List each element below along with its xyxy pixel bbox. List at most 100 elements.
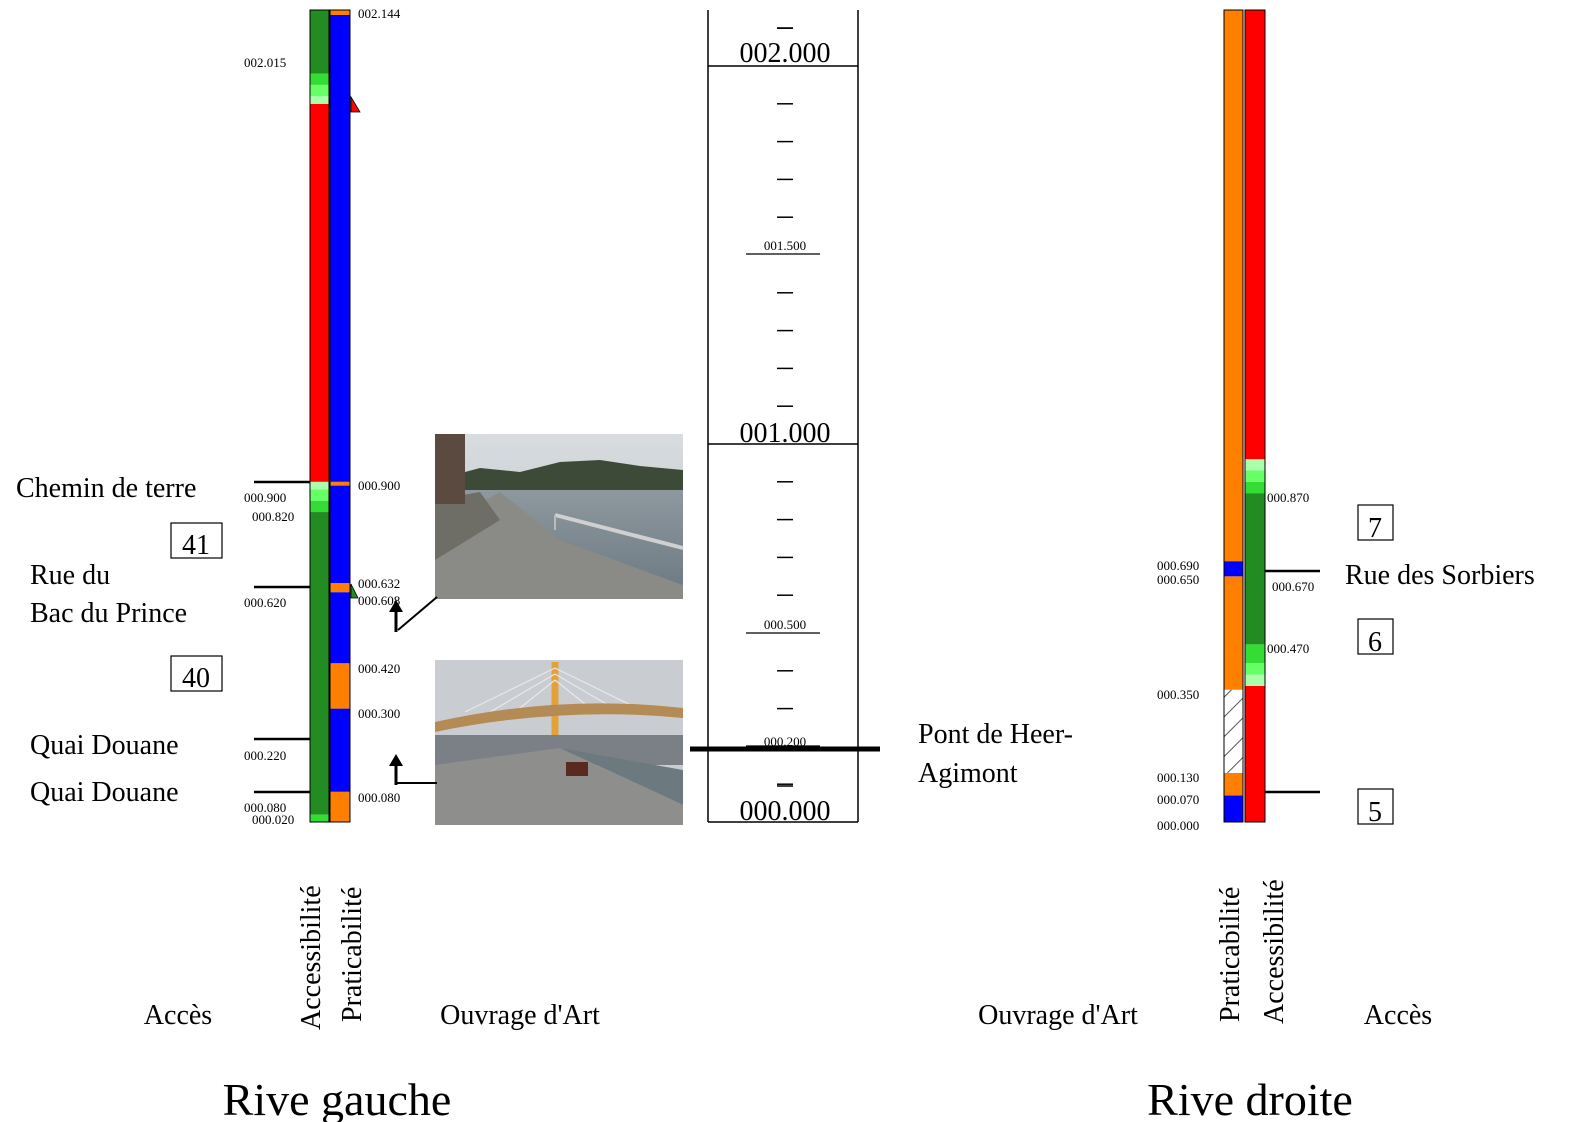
bar-segment <box>1224 689 1243 773</box>
warning-triangle-icon <box>350 95 361 113</box>
bar-segment <box>1245 470 1265 482</box>
km-label: 000.020 <box>252 812 294 827</box>
km-label: 002.144 <box>358 6 401 21</box>
section-box: 6 <box>1357 618 1394 658</box>
km-label: 000.220 <box>244 748 286 763</box>
bar-segment <box>1224 576 1243 690</box>
bank-title-left: Rive gauche <box>223 1074 452 1122</box>
km-label: 000.870 <box>1267 490 1309 505</box>
bar-segment <box>1224 795 1243 822</box>
bar-segment <box>1224 561 1243 577</box>
access-label: Chemin de terre <box>16 473 196 504</box>
km-label: 000.420 <box>358 661 400 676</box>
bar-segment <box>1245 685 1265 822</box>
column-header-accessibility: Accessibilité <box>296 885 327 1030</box>
bar-segment <box>330 14 350 482</box>
bar-segment <box>1245 10 1265 460</box>
scale-major-label: 001.000 <box>740 418 831 449</box>
bar-segment <box>1224 772 1243 796</box>
right-practicability-bar <box>1224 10 1243 822</box>
section-box-number: 40 <box>182 663 210 694</box>
bar-segment <box>330 708 350 792</box>
bank-title-right: Rive droite <box>1147 1074 1353 1122</box>
column-header-structures: Ouvrage d'Art <box>978 1000 1138 1031</box>
km-label: 000.350 <box>1157 687 1199 702</box>
section-box-number: 7 <box>1368 513 1382 544</box>
column-header-access: Accès <box>1364 1000 1432 1031</box>
bar-segment <box>1245 493 1265 645</box>
arrow-up-icon <box>389 754 403 785</box>
section-box: 40 <box>170 655 223 694</box>
bar-segment <box>1245 459 1265 471</box>
km-label: 000.608 <box>358 593 400 608</box>
bar-segment <box>330 663 350 709</box>
bar-segment <box>1245 663 1265 675</box>
bar-segment <box>1224 10 1243 562</box>
bar-segment <box>1245 644 1265 664</box>
left-practicability-bar <box>330 10 350 822</box>
arrow-up-icon <box>389 600 403 632</box>
slipway-photo <box>435 434 684 599</box>
bar-segment <box>310 481 329 490</box>
bar-segment <box>330 10 350 15</box>
section-box: 41 <box>170 522 223 561</box>
access-label: Rue du <box>30 560 110 591</box>
access-label: Quai Douane <box>30 777 179 808</box>
bar-segment <box>1245 674 1265 686</box>
km-label: 000.632 <box>358 576 400 591</box>
km-scale: 002.000 001.000 000.000 001.500 000.500 … <box>707 10 859 827</box>
bridge-label-line2: Agimont <box>918 758 1018 789</box>
scale-major-label: 002.000 <box>740 38 831 69</box>
bar-segment <box>330 485 350 584</box>
bar-segment <box>310 96 329 104</box>
bar-segment <box>310 500 329 513</box>
column-header-practicability: Praticabilité <box>1215 887 1246 1022</box>
bar-segment <box>310 489 329 501</box>
km-label: 000.620 <box>244 595 286 610</box>
km-label: 000.130 <box>1157 770 1199 785</box>
km-label: 000.900 <box>244 490 286 505</box>
column-header-practicability: Praticabilité <box>337 887 368 1022</box>
km-label: 000.080 <box>244 800 286 815</box>
scale-minor-label: 001.500 <box>764 238 806 253</box>
column-header-accessibility: Accessibilité <box>1259 879 1290 1024</box>
bar-segment <box>330 592 350 664</box>
bar-segment <box>310 103 329 482</box>
left-accessibility-bar <box>310 10 329 822</box>
km-label: 000.070 <box>1157 792 1199 807</box>
bar-segment <box>310 10 329 74</box>
bar-segment <box>1245 481 1265 494</box>
km-label: 000.820 <box>252 509 294 524</box>
bar-segment <box>310 814 329 822</box>
bridge-label: Pont de Heer- <box>918 719 1073 750</box>
column-header-structures: Ouvrage d'Art <box>440 1000 600 1031</box>
km-label: 000.000 <box>1157 818 1199 833</box>
km-label: 000.690 <box>1157 558 1199 573</box>
section-box-number: 6 <box>1368 627 1382 658</box>
km-label: 000.470 <box>1267 641 1309 656</box>
km-label: 000.080 <box>358 790 400 805</box>
km-label: 000.670 <box>1272 579 1314 594</box>
km-label: 000.300 <box>358 706 400 721</box>
marker-triangle-icon <box>350 583 359 599</box>
bar-segment <box>330 583 350 593</box>
section-box-number: 5 <box>1368 797 1382 828</box>
km-label: 002.015 <box>244 55 286 70</box>
scale-minor-label: 000.200 <box>764 734 806 749</box>
bar-segment <box>330 791 350 822</box>
access-label: Quai Douane <box>30 730 179 761</box>
section-box-number: 41 <box>182 530 210 561</box>
bar-segment <box>310 512 329 815</box>
access-label: Rue des Sorbiers <box>1345 560 1535 591</box>
section-box: 5 <box>1357 788 1394 828</box>
scale-minor-label: 000.500 <box>764 617 806 632</box>
access-label: Bac du Prince <box>30 598 187 629</box>
section-box: 7 <box>1357 504 1394 544</box>
bar-segment <box>310 73 329 85</box>
km-label: 000.650 <box>1157 572 1199 587</box>
photo-pointer-line <box>397 596 438 631</box>
bar-segment <box>330 481 350 486</box>
column-header-access: Accès <box>144 1000 212 1031</box>
scale-major-label: 000.000 <box>740 796 831 827</box>
right-accessibility-bar <box>1245 10 1265 822</box>
